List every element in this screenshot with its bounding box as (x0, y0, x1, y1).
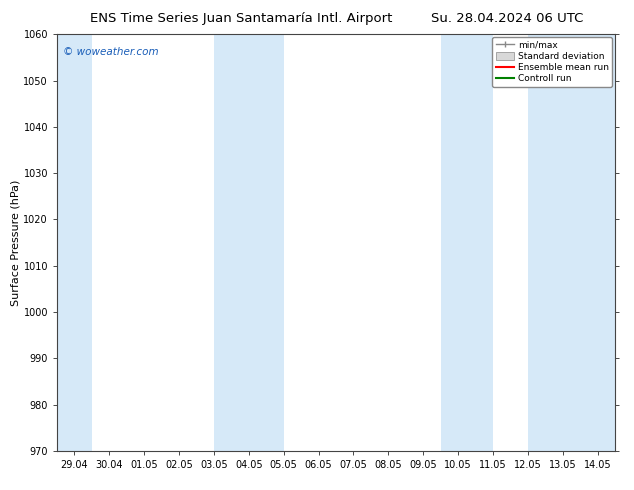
Legend: min/max, Standard deviation, Ensemble mean run, Controll run: min/max, Standard deviation, Ensemble me… (493, 37, 612, 87)
Text: ENS Time Series Juan Santamaría Intl. Airport: ENS Time Series Juan Santamaría Intl. Ai… (90, 12, 392, 25)
Bar (528, 34, 615, 451)
Bar (441, 34, 493, 451)
Bar (57, 34, 92, 451)
Bar (214, 34, 284, 451)
Y-axis label: Surface Pressure (hPa): Surface Pressure (hPa) (11, 179, 21, 306)
Text: © woweather.com: © woweather.com (63, 47, 158, 57)
Text: Su. 28.04.2024 06 UTC: Su. 28.04.2024 06 UTC (431, 12, 583, 25)
